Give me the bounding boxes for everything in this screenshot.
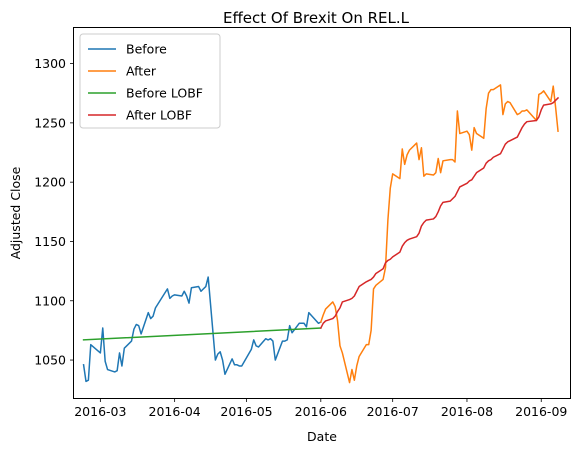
plot-frame bbox=[73, 27, 571, 399]
series-line-after-lobf bbox=[319, 96, 560, 330]
y-axis-title: Adjusted Close bbox=[8, 166, 23, 259]
x-tick-label: 2016-09 bbox=[515, 404, 567, 419]
y-tick-label: 1300 bbox=[34, 56, 66, 71]
chart-title: Effect Of Brexit On REL.L bbox=[223, 9, 410, 27]
x-tick-label: 2016-05 bbox=[220, 404, 272, 419]
x-tick-label: 2016-04 bbox=[149, 404, 201, 419]
y-tick-label: 1050 bbox=[34, 353, 66, 368]
x-tick-label: 2016-03 bbox=[74, 404, 126, 419]
x-axis: 2016-03 2016-04 2016-05 2016-06 2016-07 2016-… bbox=[74, 398, 567, 419]
plot-area bbox=[82, 84, 560, 384]
legend: Before After Before LOBF After LOBF bbox=[79, 33, 221, 129]
series-line-before bbox=[82, 276, 322, 383]
legend-label-before: Before bbox=[126, 42, 167, 57]
y-tick-label: 1200 bbox=[34, 175, 66, 190]
x-tick-label: 2016-07 bbox=[367, 404, 419, 419]
legend-box bbox=[79, 33, 221, 129]
x-axis-title: Date bbox=[307, 429, 337, 444]
legend-label-after: After bbox=[126, 64, 157, 79]
y-tick-label: 1150 bbox=[34, 234, 66, 249]
x-tick-label: 2016-06 bbox=[295, 404, 347, 419]
y-axis: 1050 1100 1150 1200 1250 1300 bbox=[34, 56, 74, 368]
series-line-after bbox=[319, 84, 559, 384]
x-tick-label: 2016-08 bbox=[441, 404, 493, 419]
series-line-before-lobf bbox=[82, 327, 322, 341]
y-tick-label: 1100 bbox=[34, 293, 66, 308]
legend-label-before-lobf: Before LOBF bbox=[126, 86, 203, 101]
legend-label-after-lobf: After LOBF bbox=[126, 108, 192, 123]
y-tick-label: 1250 bbox=[34, 115, 66, 130]
